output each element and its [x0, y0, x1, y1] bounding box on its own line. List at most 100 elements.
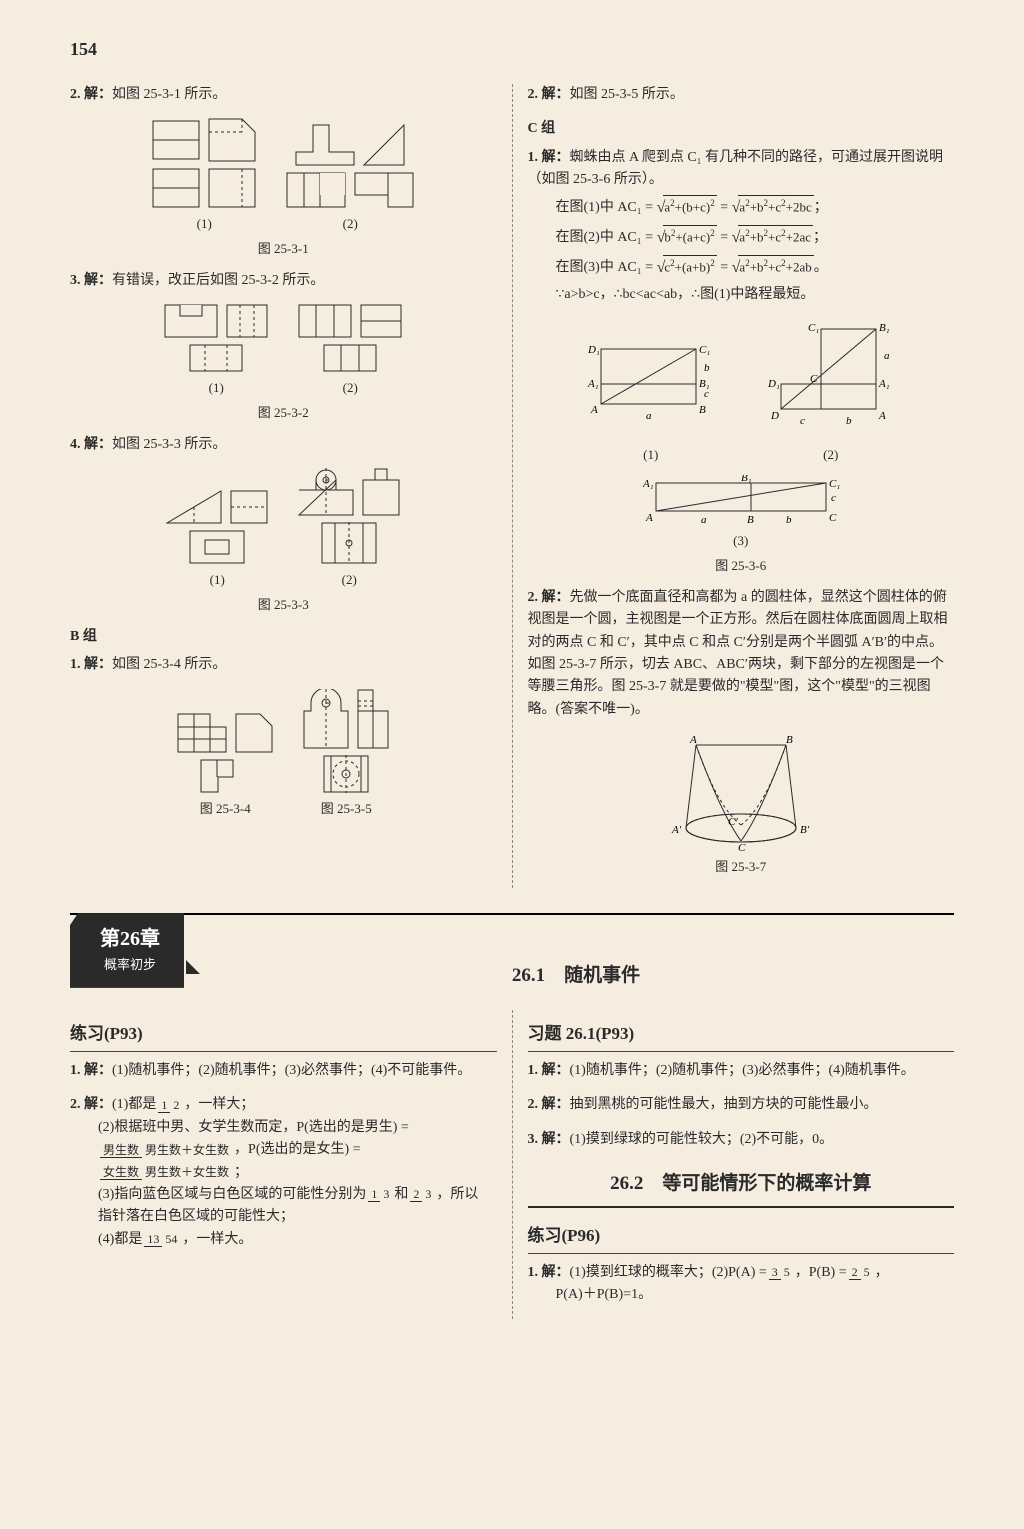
- caption-25-3-4: 图 25-3-4: [200, 799, 251, 820]
- svg-text:C′: C′: [728, 816, 738, 828]
- svg-text:C: C: [738, 842, 746, 853]
- p96-c: ，: [875, 1265, 889, 1280]
- c1-line5: ∵a>b>c，∴bc<ac<ab，∴图(1)中路程最短。: [528, 284, 955, 306]
- problem-25-3-b2-right: 2. 解：如图 25-3-5 所示。: [528, 84, 955, 106]
- semi: ；: [814, 200, 828, 215]
- c1-l3a: 在图(2)中 AC₁ =: [556, 230, 657, 245]
- svg-text:a: a: [646, 410, 652, 422]
- q2-l4b: ，一样大。: [182, 1232, 252, 1247]
- svg-text:C₁: C₁: [699, 344, 710, 356]
- svg-text:C₁: C₁: [829, 478, 840, 490]
- sqrt: a2+b2+c2+2ac: [732, 225, 813, 251]
- practice-p93-head: 练习(P93): [70, 1020, 497, 1052]
- svg-text:b: b: [786, 514, 792, 525]
- head: 2. 解：: [70, 1097, 112, 1112]
- figure-25-3-3: (1) (2): [70, 468, 497, 591]
- text: (1)摸到绿球的可能性较大；(2)不可能，0。: [570, 1132, 834, 1147]
- svg-text:A₁: A₁: [642, 478, 654, 490]
- chapter-26-bar: 第26章 概率初步 26.1 随机事件: [70, 913, 954, 990]
- svg-text:A: A: [645, 512, 653, 524]
- sub-1: (1): [197, 214, 212, 235]
- svg-text:a: a: [701, 514, 707, 525]
- xiti-q2: 2. 解：抽到黑桃的可能性最大，抽到方块的可能性最小。: [528, 1094, 955, 1116]
- sub-2: (2): [343, 214, 358, 235]
- frac-35: 35: [769, 1266, 793, 1279]
- problem-25-3-a2: 2. 解：如图 25-3-1 所示。: [70, 84, 497, 106]
- head: 2. 解：: [528, 1097, 570, 1112]
- frac-girls: 女生数男生数＋女生数: [100, 1166, 232, 1179]
- q2-l4a: (4)都是: [98, 1232, 142, 1247]
- svg-text:B: B: [786, 734, 793, 746]
- svg-text:B: B: [747, 514, 754, 525]
- c1-line1: 蜘蛛由点 A 爬到点 C₁ 有几种不同的路径，可通过展开图说明（如图 25-3-…: [528, 150, 944, 187]
- q2-l3b: ，所以: [436, 1187, 478, 1202]
- text: 如图 25-3-3 所示。: [112, 437, 226, 452]
- sub-1: (1): [209, 378, 224, 399]
- sqrt: a2+(b+c)2: [657, 195, 717, 221]
- sqrt: b2+(a+c)2: [657, 225, 717, 251]
- c1-l2a: 在图(1)中 AC₁ =: [556, 200, 657, 215]
- text: 先做一个底面直径和高都为 a 的圆柱体，显然这个圆柱体的俯视图是一个圆，主视图是…: [528, 590, 948, 717]
- frac-boys: 男生数男生数＋女生数: [100, 1144, 232, 1157]
- svg-text:B′: B′: [800, 824, 810, 836]
- text: 如图 25-3-5 所示。: [570, 87, 684, 102]
- figure-25-3-4-5: 图 25-3-4 图 25-3-5: [70, 689, 497, 830]
- svg-text:c: c: [831, 492, 836, 504]
- caption-25-3-1: 图 25-3-1: [70, 239, 497, 260]
- svg-text:B: B: [699, 404, 706, 416]
- svg-text:D₁: D₁: [587, 344, 600, 356]
- q2-l2a: (2)根据班中男、女学生数而定，P(选出的是男生) =: [98, 1120, 409, 1135]
- figure-25-3-6: D₁C₁ A₁B₁ AB bc a (1) C₁B₁: [528, 319, 955, 466]
- caption-25-3-6: 图 25-3-6: [528, 556, 955, 577]
- head: 2. 解：: [528, 590, 570, 605]
- text: (1)随机事件；(2)随机事件；(3)必然事件；(4)不可能事件。: [112, 1063, 471, 1078]
- practice-p96-q1: 1. 解：(1)摸到红球的概率大；(2)P(A) =35，P(B) =25， P…: [528, 1262, 955, 1307]
- figure-25-3-6b: A₁B₁C₁ ABC abc (3): [528, 475, 955, 552]
- svg-text:C: C: [810, 373, 818, 385]
- svg-text:c: c: [704, 388, 709, 400]
- caption-25-3-3: 图 25-3-3: [70, 595, 497, 616]
- svg-text:b: b: [704, 362, 710, 374]
- q2-l3mid: 和: [394, 1187, 408, 1202]
- chapter-subtitle: 概率初步: [100, 955, 160, 976]
- q2-l3a: (3)指向蓝色区域与白色区域的可能性分别为: [98, 1187, 366, 1202]
- head: 2. 解：: [70, 87, 112, 102]
- page-number: 154: [70, 35, 954, 64]
- svg-text:A: A: [590, 404, 598, 416]
- svg-text:A: A: [878, 410, 886, 422]
- eq: =: [717, 260, 732, 275]
- svg-text:b: b: [846, 415, 852, 427]
- svg-text:A′: A′: [671, 824, 682, 836]
- svg-text:D₁: D₁: [767, 378, 780, 390]
- head: 3. 解：: [528, 1132, 570, 1147]
- semi: ；: [813, 230, 827, 245]
- q2-l2mid: ，P(选出的是女生) =: [234, 1139, 361, 1161]
- caption-25-3-5: 图 25-3-5: [321, 799, 372, 820]
- problem-25-3-c2: 2. 解：先做一个底面直径和高都为 a 的圆柱体，显然这个圆柱体的俯视图是一个圆…: [528, 587, 955, 721]
- section-26-1-title: 26.1 随机事件: [198, 961, 954, 991]
- sub-2: (2): [823, 445, 838, 466]
- frac-half: 12: [158, 1099, 182, 1112]
- head: 1. 解：: [528, 150, 570, 165]
- problem-25-3-c1: 1. 解：蜘蛛由点 A 爬到点 C₁ 有几种不同的路径，可通过展开图说明（如图 …: [528, 147, 955, 307]
- xiti-q3: 3. 解：(1)摸到绿球的可能性较大；(2)不可能，0。: [528, 1129, 955, 1151]
- sub-2: (2): [343, 378, 358, 399]
- text: 如图 25-3-4 所示。: [112, 657, 226, 672]
- caption-25-3-7: 图 25-3-7: [528, 857, 955, 878]
- text: 有错误，改正后如图 25-3-2 所示。: [112, 273, 324, 288]
- group-b-label: B 组: [70, 626, 497, 648]
- figure-25-3-1: (1) (2): [70, 118, 497, 235]
- p96-d: P(A)＋P(B)=1。: [528, 1284, 955, 1306]
- practice-p96-head: 练习(P96): [528, 1222, 955, 1254]
- practice-p93-q1: 1. 解：(1)随机事件；(2)随机事件；(3)必然事件；(4)不可能事件。: [70, 1060, 497, 1082]
- q2-l2end: ；: [234, 1162, 248, 1184]
- head: 1. 解：: [70, 1063, 112, 1078]
- problem-25-3-a4: 4. 解：如图 25-3-3 所示。: [70, 434, 497, 456]
- figure-25-3-7: A B A′ B′ C′ C: [528, 733, 955, 853]
- head: 3. 解：: [70, 273, 112, 288]
- svg-text:A₁: A₁: [587, 378, 599, 390]
- frac-25: 25: [849, 1266, 873, 1279]
- q2-l1b: ，一样大；: [184, 1097, 254, 1112]
- svg-text:A: A: [689, 734, 697, 746]
- xiti-26-1-head: 习题 26.1(P93): [528, 1020, 955, 1052]
